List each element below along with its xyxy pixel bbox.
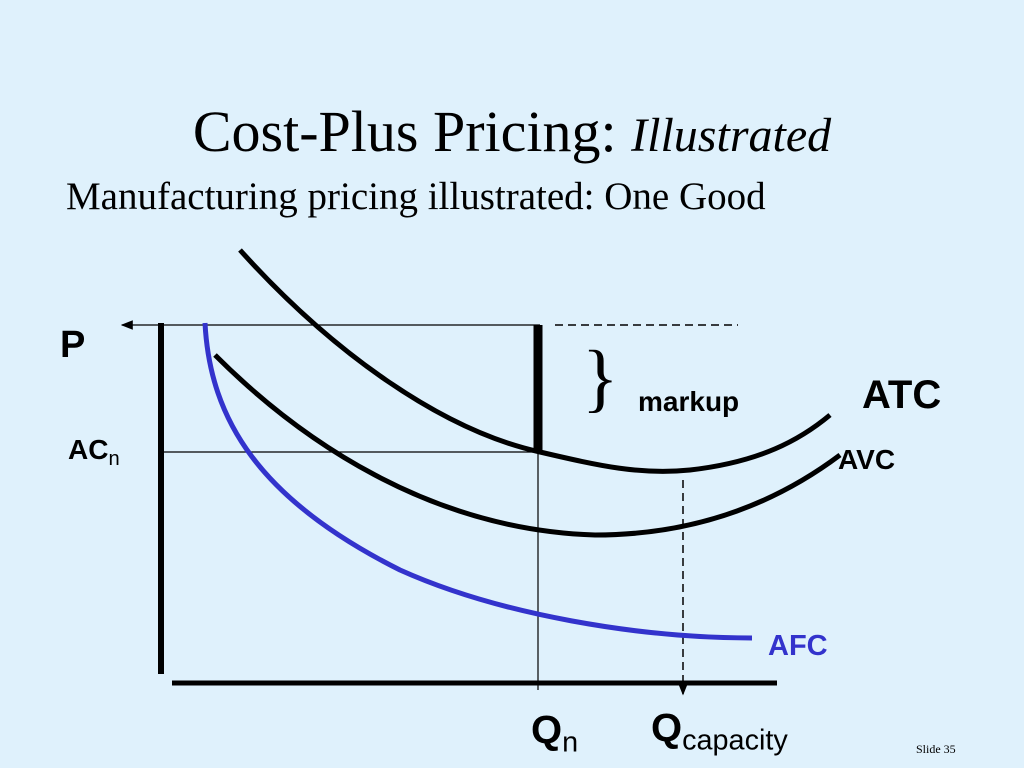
footer: Slide 35: [916, 742, 956, 756]
avc-label: AVC: [838, 444, 896, 475]
avc-curve: [213, 353, 842, 538]
markup-brace: }: [582, 336, 619, 420]
afc-label: AFC: [768, 630, 828, 662]
title-text: Cost-Plus Pricing:: [192, 99, 617, 164]
qn-sub: n: [562, 726, 579, 759]
title: Cost-Plus Pricing: Illustrated: [0, 98, 1024, 165]
afc-curve: [202, 322, 753, 641]
qn-label: Qn: [531, 708, 578, 757]
atc-curve: [238, 248, 832, 474]
cost-label-sub: n: [108, 448, 120, 471]
qcap-label: Qcapacity: [651, 706, 788, 755]
cost-label: ACn: [68, 434, 120, 469]
qn-main: Q: [531, 708, 563, 752]
subtitle: Manufacturing pricing illustrated: One G…: [66, 175, 766, 218]
y-label: P: [60, 324, 86, 366]
cost-label-main: AC: [68, 434, 109, 465]
qcap-main: Q: [651, 706, 683, 750]
atc-label: ATC: [862, 373, 942, 417]
title-emphasis: Illustrated: [631, 109, 832, 162]
qcap-sub: capacity: [682, 724, 788, 757]
markup-label: markup: [638, 386, 740, 417]
